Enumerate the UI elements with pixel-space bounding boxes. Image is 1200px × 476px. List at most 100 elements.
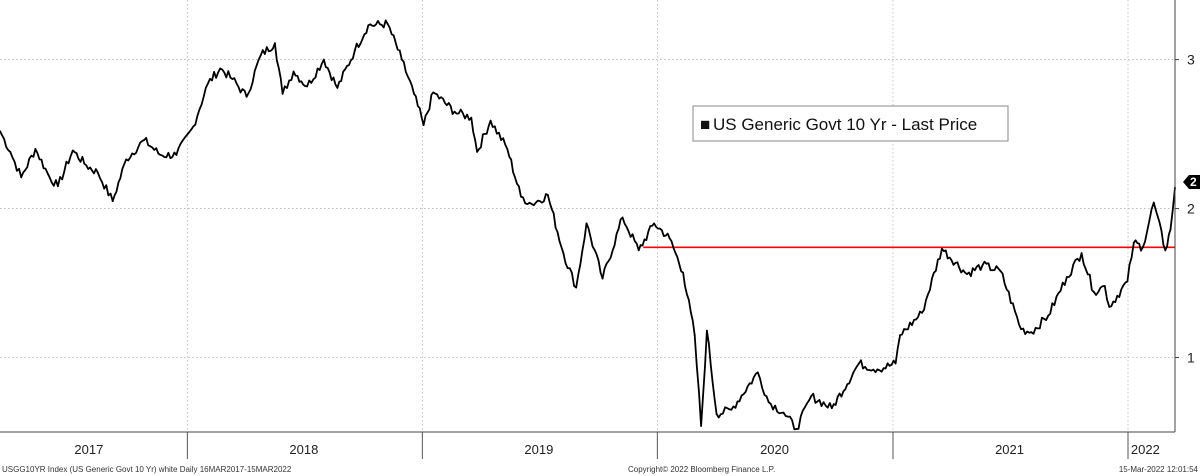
data-point-65 xyxy=(921,311,923,314)
data-point-54 xyxy=(730,408,733,411)
data-point-48 xyxy=(668,237,671,240)
x-year-label-2022: 2022 xyxy=(1131,442,1160,457)
data-point-74 xyxy=(1080,252,1083,255)
y-tick-label-3: 3 xyxy=(1187,52,1195,68)
x-year-label-2018: 2018 xyxy=(289,442,318,457)
data-point-14 xyxy=(192,125,195,128)
data-point-47 xyxy=(653,222,655,225)
data-point-50 xyxy=(693,334,696,337)
data-point-38 xyxy=(520,195,522,198)
current-value-label: 2 xyxy=(1190,175,1197,189)
footer-right: 15-Mar-2022 12:01:54 xyxy=(1119,465,1199,474)
data-point-28 xyxy=(386,22,389,25)
data-point-43 xyxy=(585,222,588,225)
data-point-29 xyxy=(400,58,403,61)
data-point-40 xyxy=(547,194,549,197)
data-point-45 xyxy=(621,216,624,219)
data-point-10 xyxy=(125,158,128,161)
data-point-62 xyxy=(876,368,879,371)
current-value-tag-shape xyxy=(1183,175,1200,189)
data-point-6 xyxy=(71,149,74,152)
data-point-69 xyxy=(999,270,1002,272)
data-point-13 xyxy=(175,154,178,156)
data-point-33 xyxy=(453,110,456,113)
data-point-78 xyxy=(1126,280,1129,283)
legend-marker: ■ xyxy=(700,115,710,134)
data-point-9 xyxy=(111,200,114,203)
data-point-57 xyxy=(782,411,785,414)
data-point-36 xyxy=(489,119,492,122)
x-year-label-2021: 2021 xyxy=(995,442,1024,457)
legend-label: US Generic Govt 10 Yr - Last Price xyxy=(713,115,977,134)
data-point-4 xyxy=(48,176,51,179)
data-point-63 xyxy=(894,362,897,365)
data-point-24 xyxy=(322,58,325,61)
data-point-39 xyxy=(530,203,533,206)
data-point-83 xyxy=(1169,228,1172,231)
legend: ■ US Generic Govt 10 Yr - Last Price xyxy=(692,105,1009,142)
data-point-11 xyxy=(143,139,146,141)
footer-center: Copyright© 2022 Bloomberg Finance L.P. xyxy=(628,465,775,474)
data-point-19 xyxy=(259,54,262,56)
data-point-35 xyxy=(476,151,478,153)
data-point-51 xyxy=(700,425,702,427)
data-point-23 xyxy=(306,85,308,88)
data-point-72 xyxy=(1047,314,1050,317)
data-point-71 xyxy=(1030,331,1033,334)
data-point-59 xyxy=(810,395,813,398)
axes: 1 2 3 2017 2018 2019 2020 2021 2022 xyxy=(0,0,1195,459)
footer-left: USGG10YR Index (US Generic Govt 10 Yr) w… xyxy=(2,465,292,474)
data-point-30 xyxy=(413,92,415,95)
data-point-41 xyxy=(562,252,565,255)
data-point-76 xyxy=(1103,285,1106,287)
data-point-52 xyxy=(706,329,708,332)
data-point-73 xyxy=(1065,276,1068,278)
data-point-2 xyxy=(20,176,23,179)
legend-box xyxy=(692,105,1009,142)
data-point-26 xyxy=(353,49,356,52)
data-point-64 xyxy=(899,334,901,337)
data-point-46 xyxy=(637,249,640,252)
x-year-label-2017: 2017 xyxy=(74,442,103,457)
data-point-75 xyxy=(1093,291,1095,293)
data-point-67 xyxy=(966,273,968,275)
footer: USGG10YR Index (US Generic Govt 10 Yr) w… xyxy=(2,465,1199,474)
data-point-70 xyxy=(1020,328,1022,331)
data-point-81 xyxy=(1152,201,1155,204)
x-year-label-2020: 2020 xyxy=(760,442,789,457)
x-year-label-2019: 2019 xyxy=(524,442,553,457)
data-point-55 xyxy=(756,371,759,374)
current-value-tag: 2 xyxy=(1183,175,1200,189)
data-point-42 xyxy=(575,286,578,289)
data-point-5 xyxy=(57,185,59,188)
data-point-58 xyxy=(795,428,798,430)
data-point-56 xyxy=(767,401,770,404)
data-point-31 xyxy=(422,124,425,126)
y-tick-label-2: 2 xyxy=(1187,201,1195,217)
data-point-77 xyxy=(1108,306,1111,308)
data-point-1 xyxy=(9,151,12,153)
data-point-21 xyxy=(281,92,284,95)
data-point-25 xyxy=(336,87,339,89)
data-point-27 xyxy=(367,24,370,27)
data-point-0 xyxy=(0,130,1,132)
data-point-79 xyxy=(1132,241,1135,244)
data-point-66 xyxy=(941,247,943,250)
data-point-20 xyxy=(274,42,276,45)
data-point-80 xyxy=(1141,246,1144,249)
data-point-37 xyxy=(506,148,509,150)
data-point-82 xyxy=(1164,249,1167,252)
data-point-61 xyxy=(858,362,860,365)
data-point-3 xyxy=(34,148,37,150)
data-point-53 xyxy=(715,413,718,415)
data-point-44 xyxy=(601,277,604,280)
data-point-49 xyxy=(682,271,684,274)
data-point-32 xyxy=(432,91,435,94)
data-point-18 xyxy=(245,95,248,98)
data-point-12 xyxy=(159,154,162,156)
data-point-34 xyxy=(470,116,473,119)
data-point-8 xyxy=(97,171,99,174)
data-point-60 xyxy=(830,407,833,410)
